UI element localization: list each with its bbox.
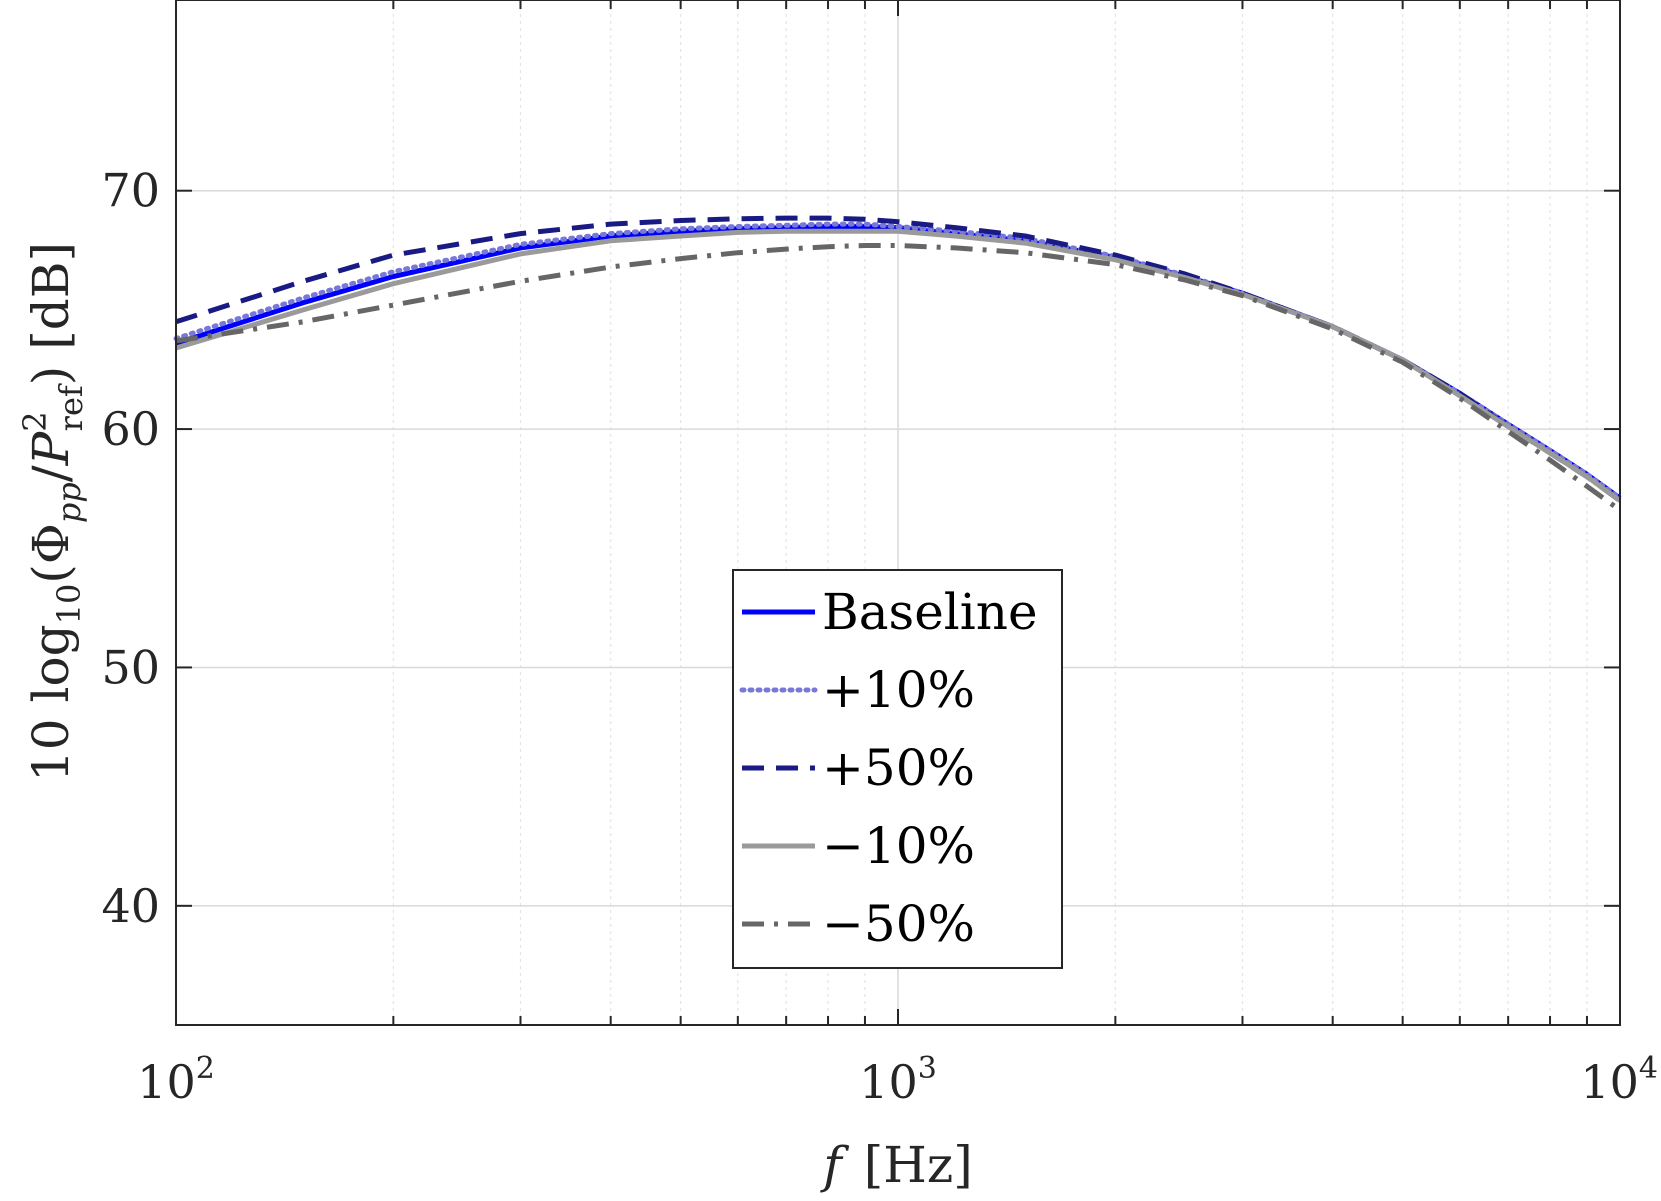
ticks [175,0,1621,1025]
y-label-p-sup: 2 [16,411,54,431]
legend-label-0: Baseline [822,583,1038,641]
x-tick-base: 10 [137,1055,196,1109]
x-tick-base: 10 [859,1055,918,1109]
legend-label-1: +10% [822,661,975,719]
y-label-open: ( [22,564,80,584]
x-axis-symbol: f [819,1136,849,1194]
x-tick-label: 102 [137,1051,215,1109]
grid [176,0,1620,1025]
y-axis-label: 10 log10(Φpp/P2ref) [dB] [16,242,90,782]
y-label-p-sub: ref [52,383,90,431]
x-tick-exponent: 2 [196,1051,215,1086]
legend-label-2: +50% [822,739,975,797]
y-tick-label: 50 [101,640,160,694]
legend-label-4: −50% [822,895,975,953]
y-label-phi-sub: pp [50,482,88,523]
x-axis-label: f [Hz] [819,1136,972,1194]
y-label-prefix: 10 log [22,624,80,782]
x-axis-unit: [Hz] [864,1136,973,1194]
x-tick-exponent: 3 [918,1051,937,1086]
y-label-unit: [dB] [22,242,80,350]
y-label-phi: Φ [22,523,80,564]
series-line-4 [175,243,1622,513]
y-label-close: ) [22,366,80,386]
y-label-p: P [22,430,80,466]
x-tick-base: 10 [1580,1055,1639,1109]
y-label-log-sub: 10 [50,584,88,625]
y-label-slash: / [22,465,80,482]
x-tick-label: 103 [859,1051,937,1109]
legend-label-3: −10% [822,817,975,875]
y-tick-label: 40 [101,879,160,933]
x-tick-exponent: 4 [1639,1051,1658,1086]
series-line-3 [175,228,1622,503]
legend: Baseline +10% +50% −10% −50% [732,569,1063,969]
x-tick-label: 104 [1580,1051,1658,1109]
y-tick-label: 60 [101,402,160,456]
series-group [173,215,1623,513]
y-tick-label: 70 [101,164,160,218]
